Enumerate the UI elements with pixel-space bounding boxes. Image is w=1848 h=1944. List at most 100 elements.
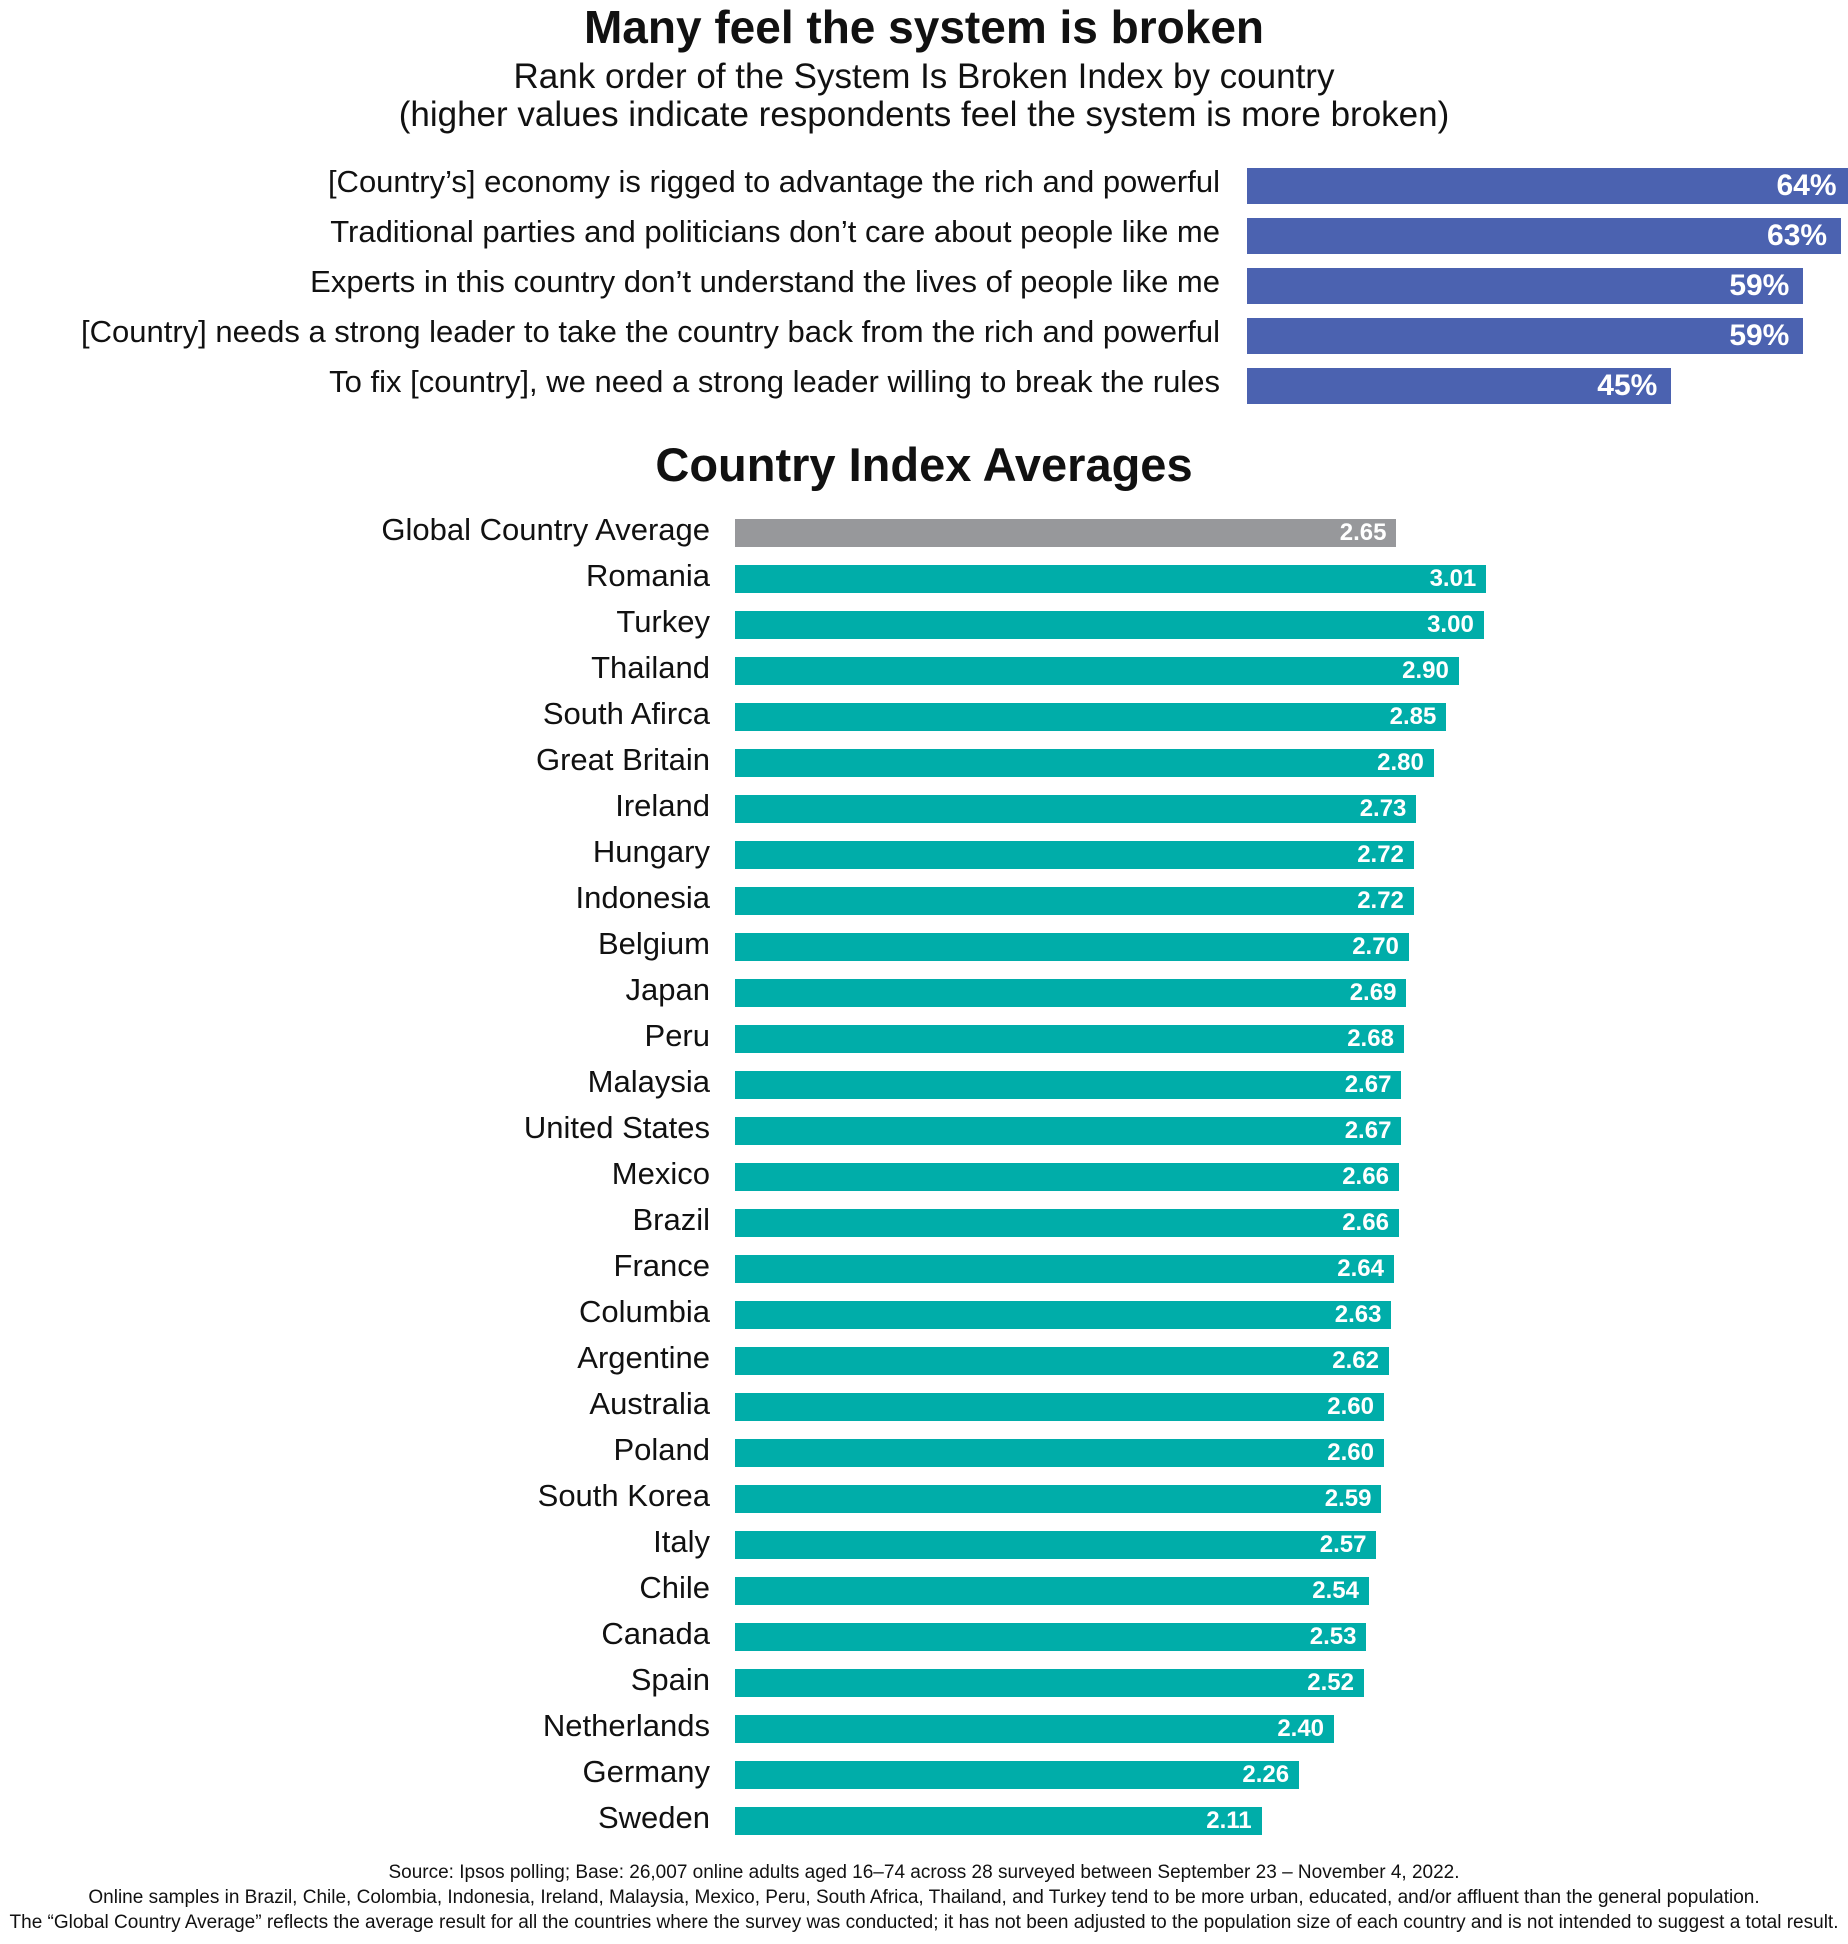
country-label: Netherlands bbox=[542, 1708, 710, 1743]
country-bar: 2.60 bbox=[735, 1439, 1384, 1467]
country-label: Australia bbox=[589, 1386, 710, 1421]
country-label: Columbia bbox=[579, 1294, 710, 1329]
country-value-label: 2.60 bbox=[1327, 1393, 1374, 1420]
country-label: Romania bbox=[585, 558, 710, 593]
source-line: Source: Ipsos polling; Base: 26,007 onli… bbox=[388, 1862, 1460, 1883]
country-bar: 2.54 bbox=[735, 1577, 1369, 1605]
country-label: Poland bbox=[613, 1432, 710, 1467]
country-value-label: 2.60 bbox=[1327, 1439, 1374, 1466]
source-note: Source: Ipsos polling; Base: 26,007 onli… bbox=[0, 1860, 1848, 1935]
statement-label: [Country] needs a strong leader to take … bbox=[80, 314, 1220, 349]
source-line: The “Global Country Average” reflects th… bbox=[9, 1912, 1839, 1933]
country-bar: 2.11 bbox=[735, 1807, 1262, 1835]
statement-bar: 64% bbox=[1247, 168, 1848, 204]
country-value-label: 2.73 bbox=[1359, 795, 1407, 822]
country-value-label: 2.69 bbox=[1349, 979, 1397, 1006]
country-bar: 2.26 bbox=[735, 1761, 1300, 1789]
statement-label: Traditional parties and politicians don’… bbox=[330, 214, 1220, 249]
country-index-title: Country Index Averages bbox=[655, 438, 1193, 491]
chart-subtitle: Rank order of the System Is Broken Index… bbox=[0, 58, 1848, 134]
country-bar: 3.01 bbox=[735, 565, 1487, 593]
country-value-label: 2.68 bbox=[1347, 1025, 1394, 1052]
country-value-label: 2.64 bbox=[1337, 1255, 1384, 1282]
country-label: Brazil bbox=[632, 1202, 710, 1237]
country-bar: 2.62 bbox=[735, 1347, 1389, 1375]
country-value-label: 2.57 bbox=[1319, 1531, 1367, 1558]
country-bar: 2.68 bbox=[735, 1025, 1404, 1053]
source-line: Online samples in Brazil, Chile, Colombi… bbox=[88, 1887, 1760, 1908]
country-label: Thailand bbox=[591, 650, 710, 685]
country-bar: 3.00 bbox=[735, 611, 1484, 639]
country-value-label: 2.65 bbox=[1339, 519, 1387, 546]
country-label: Germany bbox=[582, 1754, 710, 1789]
country-bar: 2.80 bbox=[735, 749, 1434, 777]
country-bar: 2.72 bbox=[735, 887, 1414, 915]
statement-label: To fix [country], we need a strong leade… bbox=[329, 364, 1220, 399]
country-bar: 2.70 bbox=[735, 933, 1409, 961]
country-bar: 2.66 bbox=[735, 1163, 1399, 1191]
country-label: Mexico bbox=[611, 1156, 710, 1191]
country-label: Peru bbox=[644, 1018, 710, 1053]
country-value-label: 2.72 bbox=[1357, 887, 1404, 914]
statement-value-label: 59% bbox=[1729, 269, 1790, 302]
country-label: Great Britain bbox=[535, 742, 710, 777]
country-value-label: 2.67 bbox=[1344, 1117, 1392, 1144]
country-label: Argentine bbox=[577, 1340, 710, 1375]
country-value-label: 2.66 bbox=[1342, 1209, 1389, 1236]
country-label: Italy bbox=[653, 1524, 710, 1559]
country-label: Global Country Average bbox=[381, 512, 710, 547]
country-value-label: 2.53 bbox=[1309, 1623, 1357, 1650]
country-label: South Korea bbox=[537, 1478, 710, 1513]
country-value-label: 2.85 bbox=[1389, 703, 1437, 730]
country-value-label: 2.72 bbox=[1357, 841, 1404, 868]
chart-title: Many feel the system is broken bbox=[583, 1, 1265, 53]
country-label: South Afirca bbox=[542, 696, 710, 731]
country-label: United States bbox=[523, 1110, 710, 1145]
country-value-label: 2.52 bbox=[1307, 1669, 1354, 1696]
statement-bar: 45% bbox=[1247, 368, 1672, 404]
country-label: Indonesia bbox=[575, 880, 710, 915]
country-value-label: 2.62 bbox=[1332, 1347, 1379, 1374]
country-bar: 2.64 bbox=[735, 1255, 1394, 1283]
statement-value-label: 45% bbox=[1597, 369, 1658, 402]
country-bar: 2.90 bbox=[735, 657, 1459, 685]
country-label: Chile bbox=[639, 1570, 710, 1605]
country-bar: 2.53 bbox=[735, 1623, 1367, 1651]
country-label: Spain bbox=[630, 1662, 710, 1697]
country-label: Malaysia bbox=[587, 1064, 710, 1099]
average-bar: 2.65 bbox=[735, 519, 1397, 547]
country-value-label: 2.11 bbox=[1206, 1807, 1252, 1834]
country-bar: 2.52 bbox=[735, 1669, 1364, 1697]
country-bar: 2.63 bbox=[735, 1301, 1392, 1329]
country-bar: 2.85 bbox=[735, 703, 1447, 731]
subtitle-line: (higher values indicate respondents feel… bbox=[398, 95, 1450, 134]
country-value-label: 2.70 bbox=[1352, 933, 1399, 960]
country-value-label: 2.80 bbox=[1377, 749, 1424, 776]
country-value-label: 2.63 bbox=[1334, 1301, 1382, 1328]
country-value-label: 2.59 bbox=[1324, 1485, 1372, 1512]
country-label: Canada bbox=[601, 1616, 710, 1651]
country-label: Hungary bbox=[592, 834, 710, 869]
statement-bar: 63% bbox=[1247, 218, 1842, 254]
country-bar: 2.40 bbox=[735, 1715, 1335, 1743]
statement-value-label: 64% bbox=[1776, 169, 1837, 202]
country-bar: 2.72 bbox=[735, 841, 1414, 869]
country-label: Sweden bbox=[597, 1800, 710, 1835]
subtitle-line: Rank order of the System Is Broken Index… bbox=[513, 57, 1335, 96]
country-value-label: 2.40 bbox=[1277, 1715, 1325, 1742]
statement-value-label: 63% bbox=[1767, 219, 1828, 252]
country-value-label: 2.54 bbox=[1312, 1577, 1359, 1604]
country-value-label: 2.26 bbox=[1242, 1761, 1290, 1788]
country-label: Belgium bbox=[598, 926, 710, 961]
country-bar: 2.57 bbox=[735, 1531, 1377, 1559]
statement-bar: 59% bbox=[1247, 268, 1804, 304]
country-value-label: 2.66 bbox=[1342, 1163, 1389, 1190]
country-label: Turkey bbox=[616, 604, 710, 639]
country-value-label: 2.90 bbox=[1402, 657, 1449, 684]
statement-label: Experts in this country don’t understand… bbox=[310, 264, 1220, 299]
country-bar: 2.67 bbox=[735, 1117, 1402, 1145]
country-bar: 2.60 bbox=[735, 1393, 1384, 1421]
country-value-label: 3.00 bbox=[1427, 611, 1474, 638]
country-bar: 2.69 bbox=[735, 979, 1407, 1007]
country-label: Japan bbox=[625, 972, 710, 1007]
